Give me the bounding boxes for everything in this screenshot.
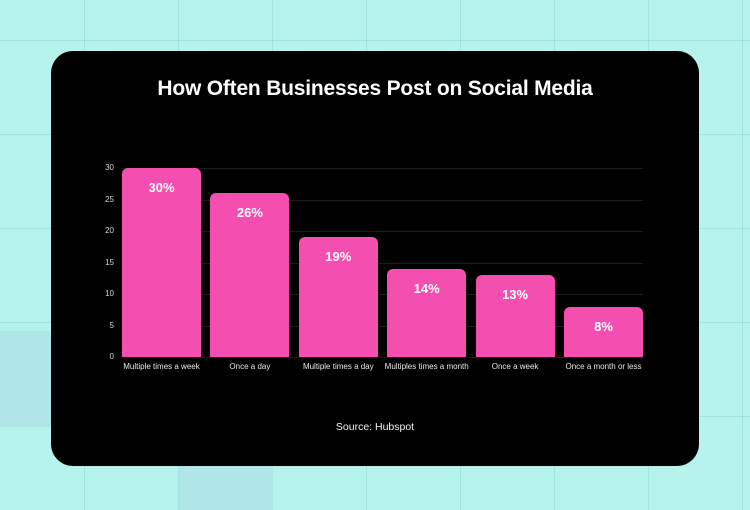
y-tick-label: 5 (109, 320, 114, 330)
x-tick-label: Once a day (229, 362, 271, 371)
y-tick-label: 0 (109, 352, 114, 361)
bar: 14% (387, 268, 467, 357)
y-tick-label: 30 (105, 163, 114, 172)
bar: 30% (122, 168, 201, 357)
bar-value-label: 30% (148, 180, 175, 195)
y-tick-label: 10 (105, 289, 114, 298)
x-tick-label: Once a week (491, 362, 539, 371)
bar-value-label: 13% (502, 287, 529, 303)
background-tile (179, 466, 273, 510)
x-tick-label: Multiple times a day (302, 362, 374, 371)
bar: 13% (475, 275, 555, 357)
bar-value-label: 14% (413, 280, 440, 296)
gridline (122, 199, 643, 201)
bar: 19% (298, 237, 378, 357)
bar-value-label: 26% (236, 205, 263, 221)
x-tick-label: Multiple times a week (123, 362, 200, 371)
gridline (122, 168, 643, 169)
gridline (122, 262, 643, 264)
x-tick-label: Multiples times a month (384, 362, 469, 371)
chart-title: How Often Businesses Post on Social Medi… (157, 77, 593, 100)
chart-card: How Often Businesses Post on Social Medi… (51, 51, 699, 466)
bar: 26% (210, 193, 290, 357)
bar: 8% (564, 306, 643, 357)
gridline (122, 325, 643, 327)
bar-value-label: 19% (325, 249, 352, 265)
gridline (122, 231, 643, 232)
gridline (122, 357, 643, 358)
x-tick-label: Once a month or less (565, 362, 642, 371)
y-tick-label: 25 (105, 194, 114, 204)
plot-area: 0 5 10 15 20 25 30 30% Multiple times a week 26% O… (105, 163, 643, 371)
gridline (122, 294, 643, 295)
y-tick-label: 20 (105, 226, 114, 235)
bar-value-label: 8% (594, 318, 613, 334)
y-tick-label: 15 (105, 257, 114, 267)
chart-source: Source: Hubspot (335, 421, 415, 433)
